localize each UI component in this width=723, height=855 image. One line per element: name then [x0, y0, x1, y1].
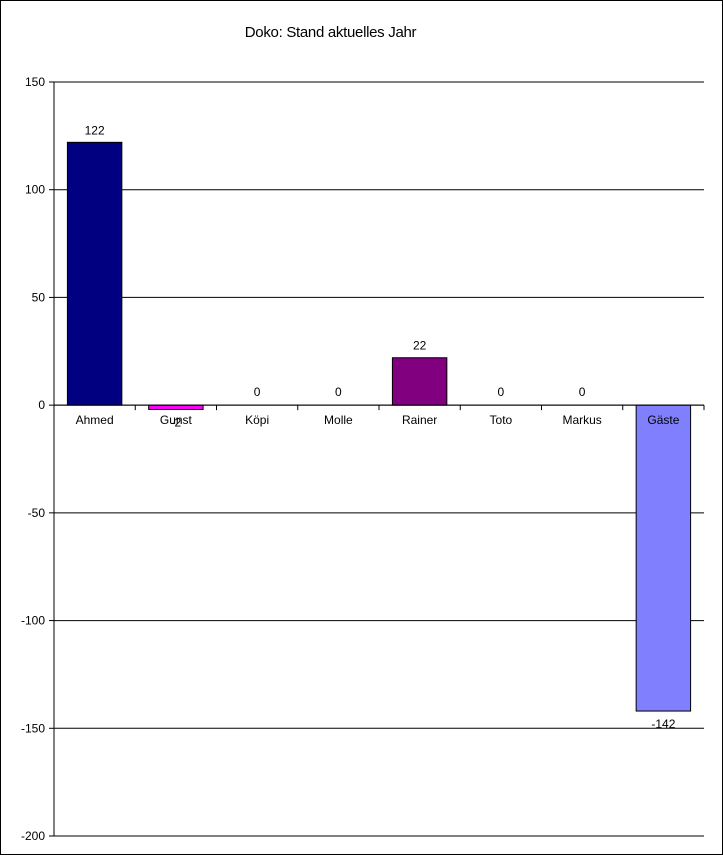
y-tick-label: -150 [21, 721, 45, 735]
y-tick-labels: 150 100 50 0 -50 -100 -150 -200 [21, 75, 45, 843]
data-label: 0 [335, 385, 342, 399]
bar-rainer [391, 357, 448, 406]
x-tick-label: Gäste [647, 413, 679, 427]
x-tick-label: Toto [490, 413, 513, 427]
x-tick-label: Markus [562, 413, 601, 427]
x-tick-label: Ahmed [76, 413, 114, 427]
bars [66, 141, 692, 712]
y-tick-label: -50 [28, 506, 46, 520]
chart-title: Doko: Stand aktuelles Jahr [244, 24, 417, 41]
data-labels: 122 -2 0 0 22 0 0 -142 [85, 123, 676, 731]
y-tick-label: 50 [32, 290, 46, 304]
y-tick-label: 0 [38, 398, 45, 412]
gridlines [54, 81, 704, 837]
bar-ahmed [66, 141, 123, 406]
data-label: 0 [254, 385, 261, 399]
data-label: 122 [85, 123, 105, 137]
axes [49, 81, 705, 837]
x-tick-label: Köpi [245, 413, 269, 427]
y-tick-label: -100 [21, 614, 45, 628]
bar-gäste [635, 404, 692, 712]
y-tick-label: 100 [25, 183, 45, 197]
x-tick-labels: Ahmed Gunst Köpi Molle Rainer Toto Markus Gäste [76, 413, 680, 427]
x-tick-label: Gunst [160, 413, 193, 427]
data-label: -142 [651, 717, 675, 731]
bar-gunst [148, 404, 204, 410]
x-tick-label: Rainer [402, 413, 437, 427]
data-label: 0 [579, 385, 586, 399]
y-tick-label: -200 [21, 829, 45, 843]
data-label: 22 [413, 339, 427, 353]
data-label: -2 [171, 415, 182, 429]
y-tick-label: 150 [25, 75, 45, 89]
data-label: 0 [498, 385, 505, 399]
x-tick-label: Molle [324, 413, 353, 427]
